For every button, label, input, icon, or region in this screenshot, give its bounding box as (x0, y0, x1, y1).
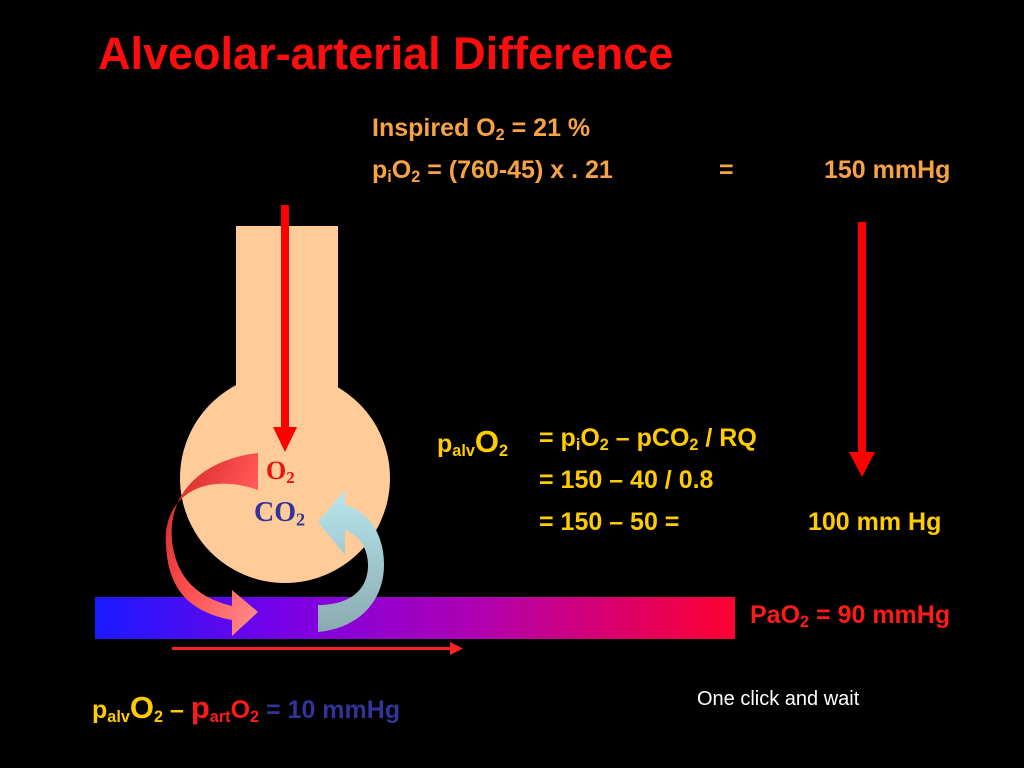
subscript: 2 (296, 509, 306, 530)
pio2-equation: piO2 = (760-45) x . 21 (372, 156, 613, 187)
text: = 90 mmHg (809, 601, 951, 629)
palvo2-label: palvO2 (437, 424, 508, 461)
alveolar-eq-row1: = piO2 – pCO2 / RQ (539, 424, 757, 455)
subscript: art (209, 708, 231, 727)
text: = 10 mmHg (259, 696, 401, 724)
pio2-equals: = (719, 156, 734, 184)
o2-label: O2 (266, 456, 295, 488)
capillary-vessel (95, 597, 735, 639)
text: – pCO (608, 424, 690, 452)
subscript: 2 (154, 708, 164, 727)
text: Inspired O (372, 114, 496, 142)
subscript: 2 (599, 436, 609, 455)
o2-diffusion-arrow (165, 453, 258, 636)
text: p (190, 690, 210, 725)
alveolar-drop-arrow (849, 222, 875, 477)
blood-flow-arrow (172, 642, 463, 655)
text: PaO (750, 601, 801, 629)
subscript: alv (452, 442, 475, 461)
text: O (474, 424, 499, 459)
co2-diffusion-arrow (318, 490, 384, 632)
aa-gradient-equation: palvO2 – partO2 = 10 mmHg (92, 690, 400, 727)
pio2-result: 150 mmHg (824, 156, 951, 184)
subscript: 2 (250, 708, 260, 727)
text: O (391, 156, 412, 184)
pao2-value: PaO2 = 90 mmHg (750, 601, 950, 632)
subscript: 2 (689, 436, 699, 455)
subscript: 2 (286, 468, 295, 488)
subscript: 2 (495, 126, 505, 145)
co2-label: CO2 (254, 497, 305, 531)
subscript: i (575, 436, 581, 455)
subscript: 2 (800, 613, 810, 632)
text: O (580, 424, 600, 452)
text: O (230, 696, 251, 724)
text: = p (539, 424, 576, 452)
subscript: alv (107, 708, 130, 727)
text: p (372, 156, 388, 184)
text: O (266, 456, 287, 485)
subscript: 2 (499, 442, 509, 461)
subscript: i (387, 168, 392, 187)
alveolar-eq-result: 100 mm Hg (808, 508, 942, 536)
text: / RQ (698, 424, 757, 452)
text: O (129, 690, 154, 725)
inspired-o2-line: Inspired O2 = 21 % (372, 114, 590, 145)
slide-title: Alveolar-arterial Difference (98, 28, 674, 79)
alveolar-eq-row3: = 150 – 50 = (539, 508, 680, 536)
text: – (163, 696, 191, 724)
text: = 21 % (504, 114, 591, 142)
inspired-air-arrow (273, 205, 297, 452)
text: CO (254, 497, 296, 528)
text: = (760-45) x . 21 (420, 156, 613, 184)
alveolar-eq-row2: = 150 – 40 / 0.8 (539, 466, 714, 494)
click-hint: One click and wait (697, 688, 860, 710)
text: p (92, 696, 108, 724)
subscript: 2 (411, 168, 421, 187)
text: p (437, 430, 453, 458)
